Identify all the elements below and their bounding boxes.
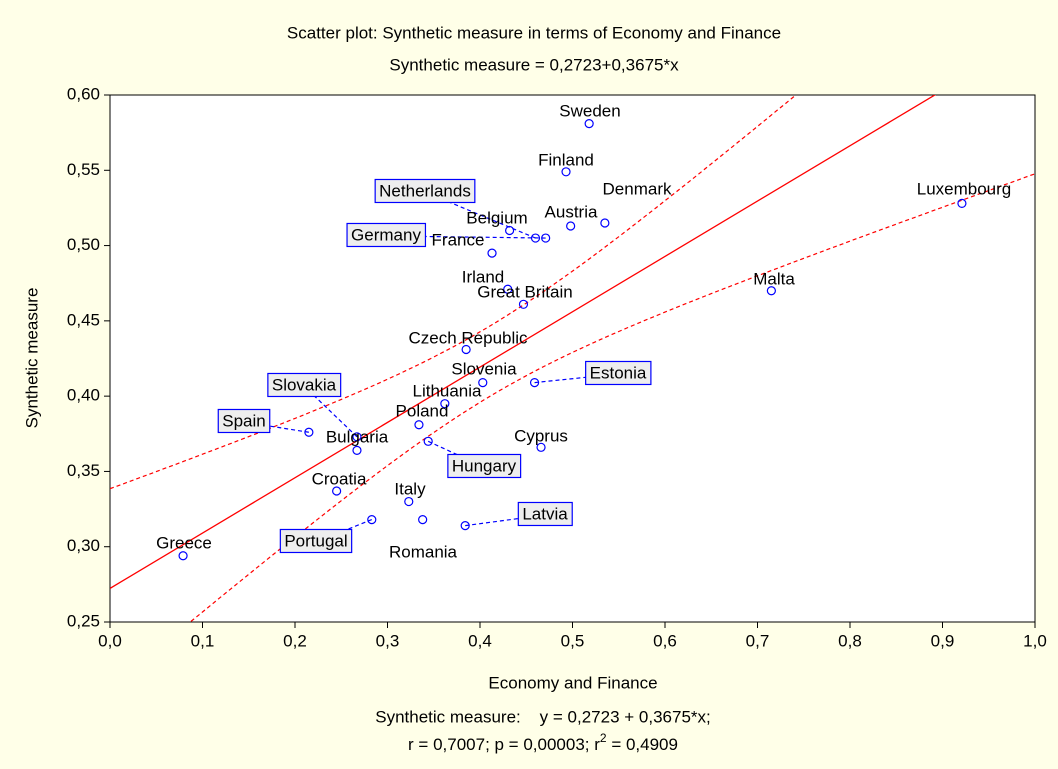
point — [600, 218, 610, 228]
point-label: Slovenia — [451, 359, 517, 378]
point — [566, 221, 576, 231]
point — [418, 515, 428, 525]
leader-line — [303, 385, 358, 438]
x-tick-label: 0,8 — [838, 631, 862, 650]
x-axis-title: Economy and Finance — [488, 673, 657, 692]
label-box — [517, 501, 573, 527]
point-label: Denmark — [603, 179, 672, 198]
point-label: Spain — [222, 411, 265, 430]
point — [352, 432, 362, 442]
point-label: Greece — [156, 533, 212, 552]
point-label: Hungary — [452, 456, 517, 475]
point — [304, 427, 314, 437]
label-box — [585, 360, 652, 386]
point-label: Latvia — [522, 504, 568, 523]
point-label: Bulgaria — [326, 427, 389, 446]
point-label: Slovakia — [272, 375, 337, 394]
point-label: France — [432, 230, 485, 249]
y-tick-label: 0,55 — [67, 160, 100, 179]
note: Synthetic measure: y = 0,2723 + 0,3675*x… — [375, 707, 710, 726]
x-tick-label: 0,0 — [98, 631, 122, 650]
y-tick-label: 0,45 — [67, 310, 100, 329]
y-tick-label: 0,60 — [67, 84, 100, 103]
point — [178, 551, 188, 561]
point-label: Cyprus — [514, 426, 568, 445]
point — [332, 486, 342, 496]
point — [367, 515, 377, 525]
leader-line — [243, 421, 309, 433]
point — [584, 119, 594, 129]
point-label: Luxembourg — [917, 179, 1012, 198]
x-tick-label: 0,1 — [191, 631, 215, 650]
point — [487, 248, 497, 258]
point-label: Irland — [462, 267, 505, 286]
note: r = 0,7007; p = 0,00003; r2 = 0,4909 — [408, 731, 678, 754]
label-box — [374, 178, 476, 204]
point-label: Romania — [389, 542, 458, 561]
point — [423, 436, 433, 446]
point — [460, 521, 470, 531]
point — [561, 167, 571, 177]
label-box — [447, 453, 522, 479]
x-tick-label: 0,9 — [931, 631, 955, 650]
y-tick-label: 0,30 — [67, 536, 100, 555]
point-label: Malta — [753, 269, 795, 288]
point — [518, 299, 529, 309]
point — [440, 399, 450, 409]
point — [529, 377, 540, 388]
point-label: Italy — [394, 479, 426, 498]
point — [541, 233, 551, 243]
point — [352, 445, 362, 455]
x-tick-label: 0,2 — [283, 631, 307, 650]
y-tick-label: 0,40 — [67, 386, 100, 405]
point-label: Germany — [351, 225, 421, 244]
point-label: Czech Republic — [408, 328, 528, 347]
point — [766, 286, 776, 296]
point-label: Finland — [538, 150, 594, 169]
point — [478, 377, 488, 388]
chart-subtitle: Synthetic measure = 0,2723+0,3675*x — [389, 55, 679, 74]
point-label: Lithuania — [412, 381, 482, 400]
y-axis-title: Synthetic measure — [22, 288, 41, 429]
point-label: Poland — [396, 401, 449, 420]
chart-title: Scatter plot: Synthetic measure in terms… — [287, 23, 781, 42]
point-label: Belgium — [466, 208, 527, 227]
point — [957, 198, 967, 209]
label-box — [279, 528, 353, 554]
x-tick-label: 0,7 — [746, 631, 770, 650]
y-tick-label: 0,35 — [67, 461, 100, 480]
point — [503, 284, 513, 294]
point-label: Estonia — [590, 363, 647, 382]
note-part: = 0,4909 — [607, 735, 678, 754]
point-label: Croatia — [312, 469, 367, 488]
note-sup: 2 — [600, 731, 607, 745]
point-label: Portugal — [284, 531, 347, 550]
point — [414, 420, 424, 430]
confidence-band — [189, 173, 1035, 622]
point — [404, 496, 414, 507]
label-box — [346, 222, 427, 248]
point-label: Great Britain — [477, 282, 572, 301]
plot-area — [109, 94, 1036, 623]
x-tick-label: 0,5 — [561, 631, 585, 650]
point-label: Austria — [545, 202, 598, 221]
label-box — [267, 372, 342, 398]
y-tick-label: 0,50 — [67, 235, 100, 254]
x-tick-label: 0,6 — [653, 631, 677, 650]
y-tick-label: 0,25 — [67, 611, 100, 630]
x-tick-label: 0,4 — [468, 631, 492, 650]
note-part: r = 0,7007; p = 0,00003; r — [408, 735, 600, 754]
point-label: Sweden — [559, 101, 620, 120]
regression-line — [110, 95, 937, 589]
point-label: Netherlands — [379, 181, 471, 200]
point — [461, 344, 471, 355]
label-box — [217, 408, 271, 434]
point — [536, 442, 546, 452]
x-tick-label: 1,0 — [1023, 631, 1047, 650]
x-tick-label: 0,3 — [376, 631, 400, 650]
point — [505, 225, 515, 236]
